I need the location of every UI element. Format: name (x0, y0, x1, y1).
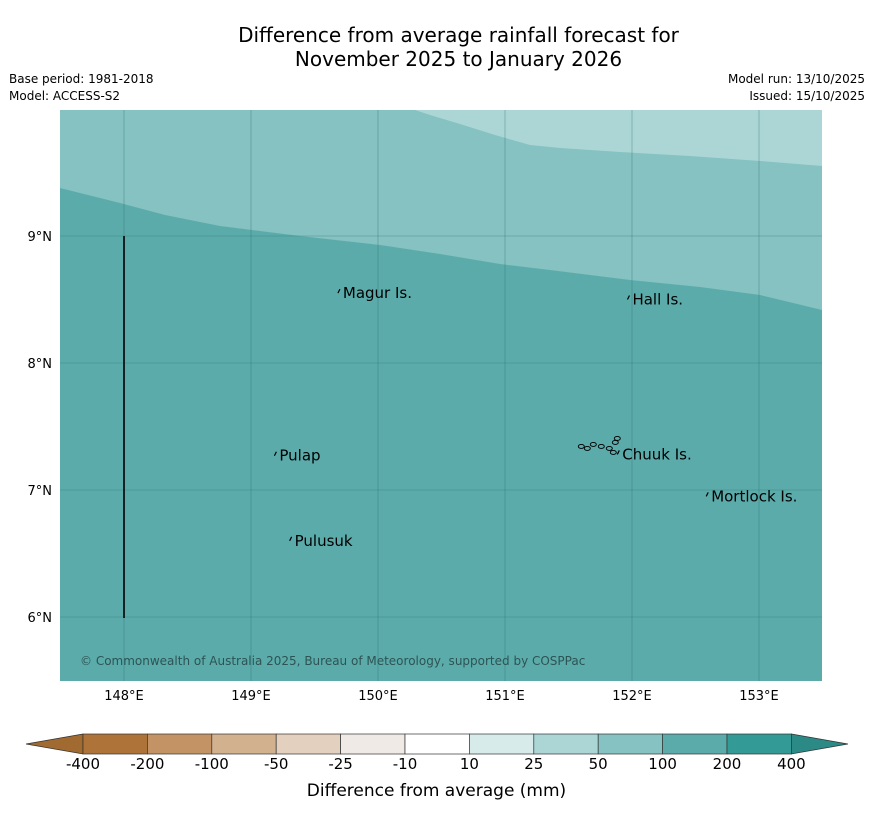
island-marker (616, 450, 620, 455)
lat-tick-label: 6°N (28, 611, 53, 626)
chuuk-islet (605, 445, 613, 451)
colorbar (25, 733, 849, 755)
colorbar-tick-labels: -400 -200 -100 -50 -25 -10 10 25 50 100 200 400 (0, 755, 873, 777)
island-marker (273, 451, 277, 456)
copyright-text: © Commonwealth of Australia 2025, Bureau… (80, 654, 585, 668)
island-marker (337, 288, 341, 294)
chuuk-islet (583, 445, 591, 451)
colorbar-tick-label: 10 (459, 755, 479, 773)
colorbar-tick-label: 25 (524, 755, 544, 773)
chuuk-islet (597, 443, 605, 449)
place-label: Pulusuk (295, 532, 353, 550)
place-label: Magur Is. (343, 284, 412, 302)
colorbar-extend-high (791, 733, 849, 755)
lon-tick-label: 153°E (739, 689, 779, 704)
place-label: Hall Is. (632, 291, 683, 309)
chuuk-islet (577, 443, 585, 449)
lat-tick-label: 7°N (28, 484, 53, 499)
band-25-50 (415, 110, 822, 166)
chuuk-islet (589, 441, 597, 447)
base-period-text: Base period: 1981-2018 (9, 72, 154, 86)
colorbar-segment (404, 733, 470, 755)
colorbar-tick-label: -10 (392, 755, 418, 773)
run-issue-info: Model run: 13/10/2025 Issued: 15/10/2025 (728, 71, 865, 105)
title-line-2: November 2025 to January 2026 (294, 47, 623, 71)
place-label: Pulap (279, 447, 320, 465)
colorbar-segment (726, 733, 792, 755)
colorbar-segment (597, 733, 663, 755)
island-marker (705, 492, 709, 497)
colorbar-extend-low (25, 733, 84, 755)
chuuk-islet (609, 449, 617, 455)
lon-tick-label: 151°E (485, 689, 525, 704)
lon-tick-label: 152°E (612, 689, 652, 704)
colorbar-segment (147, 733, 213, 755)
lon-tick-label: 149°E (231, 689, 271, 704)
colorbar-tick-label: -400 (65, 755, 101, 773)
colorbar-segment (211, 733, 277, 755)
colorbar-segment (340, 733, 406, 755)
colorbar-segment (275, 733, 341, 755)
place-label: Mortlock Is. (711, 487, 797, 505)
colorbar-tick-label: 100 (648, 755, 677, 773)
model-text: Model: ACCESS-S2 (9, 89, 121, 103)
colorbar-segment (469, 733, 535, 755)
map-plot: 148°E 149°E 150°E 151°E 152°E 153°E 9°N 8°N 7°N 6… (28, 110, 822, 704)
colorbar-tick-label: -25 (328, 755, 353, 773)
lon-tick-label: 148°E (104, 689, 144, 704)
colorbar-tick-label: -200 (130, 755, 165, 773)
map-title: Difference from average rainfall forecas… (0, 23, 873, 71)
map-fill (60, 110, 822, 681)
colorbar-segment (662, 733, 728, 755)
colorbar-tick-label: 400 (777, 755, 806, 773)
colorbar-tick-label: -50 (263, 755, 289, 773)
colorbar-segment (82, 733, 148, 755)
lon-tick-label: 150°E (358, 689, 398, 704)
colorbar-segment (533, 733, 599, 755)
title-line-1: Difference from average rainfall forecas… (238, 23, 679, 47)
model-run-text: Model run: 13/10/2025 (727, 72, 865, 86)
colorbar-tick-label: 50 (588, 755, 608, 773)
island-marker (289, 536, 293, 542)
lat-tick-label: 8°N (28, 357, 53, 372)
band-50-100 (60, 110, 822, 310)
base-model-info: Base period: 1981-2018 Model: ACCESS-S2 (9, 71, 154, 105)
issued-text: Issued: 15/10/2025 (749, 89, 865, 103)
colorbar-title: Difference from average (mm) (306, 781, 567, 801)
chuuk-islet (613, 435, 621, 441)
lat-tick-label: 9°N (28, 230, 53, 245)
island-marker (626, 295, 630, 300)
place-label: Chuuk Is. (622, 445, 691, 463)
colorbar-tick-label: 200 (712, 755, 742, 773)
colorbar-tick-label: -100 (194, 755, 229, 773)
